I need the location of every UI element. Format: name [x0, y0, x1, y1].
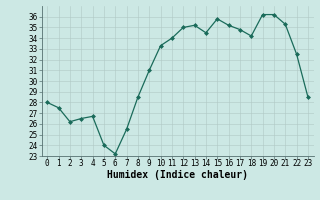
X-axis label: Humidex (Indice chaleur): Humidex (Indice chaleur) [107, 170, 248, 180]
